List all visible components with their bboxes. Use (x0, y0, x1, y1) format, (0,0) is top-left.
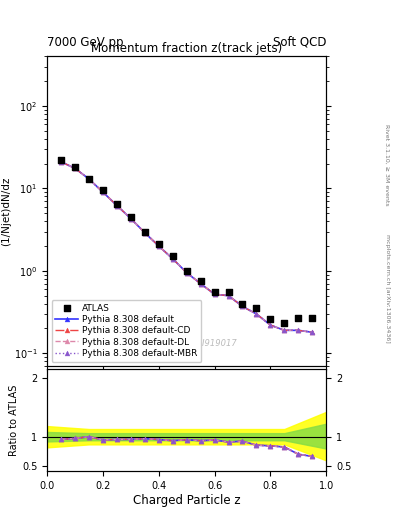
Point (114, 200, 120, 208)
Legend: ATLAS, Pythia 8.308 default, Pythia 8.308 default-CD, Pythia 8.308 default-DL, P: ATLAS, Pythia 8.308 default, Pythia 8.30… (51, 301, 201, 361)
Title: Momentum fraction z(track jets): Momentum fraction z(track jets) (91, 42, 282, 55)
Point (253, 304, 260, 312)
Point (156, 240, 162, 248)
Point (184, 267, 190, 275)
Point (226, 288, 232, 296)
X-axis label: Charged Particle z: Charged Particle z (133, 494, 241, 506)
Point (170, 252, 176, 261)
Text: mcplots.cern.ch [arXiv:1306.3436]: mcplots.cern.ch [arXiv:1306.3436] (385, 234, 389, 343)
Point (239, 300, 246, 308)
Point (281, 319, 287, 328)
Text: Rivet 3.1.10, ≥ 3M events: Rivet 3.1.10, ≥ 3M events (385, 124, 389, 205)
Point (295, 314, 301, 322)
Text: ATLAS_2011_I919017: ATLAS_2011_I919017 (147, 338, 238, 348)
Y-axis label: (1/Njet)dN/dz: (1/Njet)dN/dz (1, 177, 11, 246)
Text: Soft QCD: Soft QCD (273, 36, 326, 49)
Point (309, 314, 315, 322)
Point (100, 186, 106, 195)
Point (128, 213, 134, 221)
Point (72, 163, 78, 172)
Point (86, 175, 92, 183)
Y-axis label: Ratio to ATLAS: Ratio to ATLAS (9, 384, 19, 456)
Text: 7000 GeV pp: 7000 GeV pp (47, 36, 124, 49)
Point (211, 288, 218, 296)
Point (267, 315, 274, 323)
Point (141, 227, 148, 236)
Point (58, 156, 64, 164)
Point (198, 277, 204, 285)
